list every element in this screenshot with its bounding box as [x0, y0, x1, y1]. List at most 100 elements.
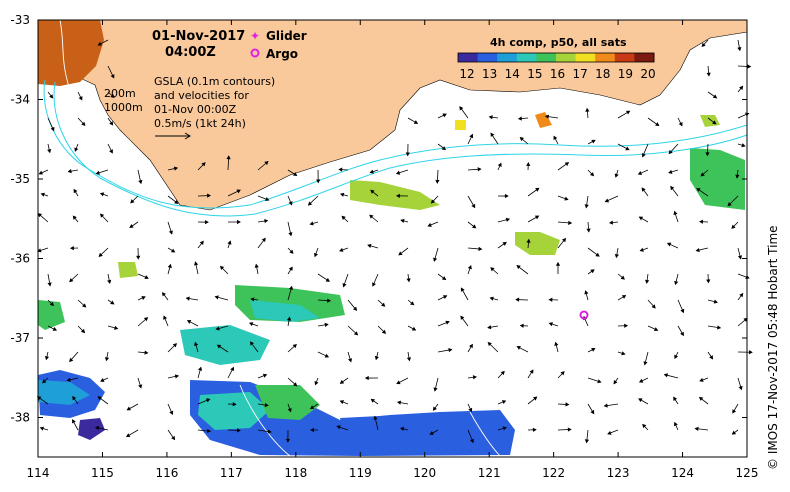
velocity-arrowhead — [400, 218, 405, 223]
velocity-arrowhead — [94, 425, 100, 431]
velocity-arrowhead — [214, 295, 219, 300]
velocity-arrowhead — [168, 230, 173, 235]
velocity-arrowhead — [169, 410, 174, 416]
velocity-arrowhead — [369, 169, 374, 174]
velocity-arrowhead — [497, 162, 502, 168]
colorbar-swatch — [516, 53, 537, 62]
velocity-arrowhead — [430, 199, 436, 204]
colorbar-swatch — [614, 53, 635, 62]
velocity-arrowhead — [207, 193, 211, 198]
colorbar-tick-label: 18 — [595, 67, 610, 81]
velocity-arrowhead — [460, 315, 465, 320]
velocity-arrowhead — [713, 299, 718, 304]
velocity-arrowhead — [641, 153, 646, 158]
colorbar-swatch — [575, 53, 596, 62]
velocity-arrowhead — [171, 435, 176, 441]
velocity-arrowhead — [339, 400, 345, 405]
velocity-arrowhead — [433, 257, 438, 262]
velocity-arrowhead — [110, 300, 115, 305]
sst-patch-west — [38, 20, 104, 86]
velocity-arrowhead — [695, 247, 700, 253]
velocity-arrowhead — [429, 431, 434, 435]
velocity-arrowhead — [670, 185, 675, 191]
velocity-arrowhead — [69, 246, 74, 251]
velocity-arrowhead — [72, 419, 76, 424]
velocity-arrowhead — [427, 222, 432, 227]
velocity-arrowhead — [173, 166, 179, 171]
velocity-arrowhead — [316, 179, 321, 184]
velocity-arrowhead — [735, 174, 740, 179]
velocity-arrowhead — [167, 263, 172, 269]
velocity-arrowhead — [410, 301, 415, 306]
velocity-arrowhead — [445, 320, 450, 325]
velocity-arrowhead — [487, 341, 492, 347]
velocity-arrowhead — [561, 237, 567, 243]
velocity-arrowhead — [381, 329, 387, 334]
colorbar-tick-label: 19 — [618, 67, 633, 81]
velocity-arrowhead — [478, 246, 483, 252]
velocity-arrowhead — [663, 373, 669, 378]
velocity-arrowhead — [130, 199, 135, 204]
velocity-arrowhead — [287, 408, 292, 413]
annotation-line3: 01-Nov 00:00Z — [154, 103, 237, 116]
velocity-arrowhead — [502, 241, 507, 246]
colorbar-title: 4h comp, p50, all sats — [490, 36, 627, 49]
velocity-arrowhead — [400, 426, 405, 431]
velocity-arrowhead — [267, 429, 272, 434]
velocity-arrowhead — [441, 276, 447, 281]
colorbar-swatch — [634, 53, 655, 62]
velocity-arrowhead — [114, 325, 119, 330]
velocity-arrowhead — [674, 354, 679, 360]
velocity-arrowhead — [293, 172, 298, 176]
velocity-arrowhead — [324, 322, 329, 327]
colorbar-tick-label: 15 — [527, 67, 542, 81]
map-time: 04:00Z — [165, 45, 216, 60]
colorbar-tick-label: 20 — [640, 67, 655, 81]
glider-legend-label: Glider — [266, 29, 307, 43]
velocity-arrowhead — [50, 126, 55, 132]
velocity-arrowhead — [709, 355, 714, 360]
colorbar-swatch — [556, 53, 577, 62]
velocity-arrowhead — [405, 152, 410, 157]
velocity-arrowhead — [699, 219, 704, 224]
velocity-arrowhead — [732, 409, 737, 414]
velocity-arrowhead — [37, 248, 42, 253]
velocity-arrowhead — [584, 290, 589, 295]
velocity-arrowhead — [49, 94, 54, 99]
velocity-arrowhead — [516, 265, 521, 270]
velocity-arrowhead — [107, 279, 112, 285]
velocity-arrowhead — [655, 122, 660, 127]
velocity-arrowhead — [568, 220, 573, 225]
velocity-arrowhead — [468, 407, 473, 413]
velocity-arrowhead — [504, 193, 509, 199]
velocity-arrowhead — [100, 378, 105, 382]
x-tick-label: 124 — [671, 466, 694, 480]
velocity-arrowhead — [526, 238, 531, 243]
velocity-arrowhead — [286, 316, 292, 321]
velocity-arrowhead — [526, 162, 531, 166]
velocity-arrowhead — [544, 114, 550, 119]
velocity-arrowhead — [109, 149, 113, 154]
velocity-arrowhead — [501, 400, 507, 405]
velocity-arrowhead — [603, 403, 608, 408]
x-tick-label: 123 — [607, 466, 630, 480]
velocity-arrowhead — [342, 283, 347, 288]
y-axis-ticks: -33 -34 -35 -36 -37 -38 — [10, 13, 747, 425]
velocity-arrowhead — [435, 179, 440, 184]
velocity-arrowhead — [174, 199, 179, 204]
x-tick-label: 118 — [284, 466, 307, 480]
velocity-arrowhead — [505, 217, 511, 222]
velocity-arrowhead — [98, 252, 103, 258]
velocity-arrowhead — [69, 357, 74, 363]
velocity-arrowhead — [309, 221, 314, 226]
velocity-arrowhead — [264, 218, 269, 224]
velocity-arrowhead — [138, 179, 143, 185]
velocity-arrowhead — [642, 423, 647, 429]
x-tick-label: 114 — [27, 466, 50, 480]
velocity-arrowhead — [69, 278, 74, 283]
velocity-arrowhead — [519, 323, 524, 328]
velocity-arrowhead — [67, 169, 72, 174]
velocity-arrowhead — [411, 326, 417, 331]
velocity-arrowhead — [373, 415, 378, 420]
velocity-arrowhead — [44, 355, 50, 361]
